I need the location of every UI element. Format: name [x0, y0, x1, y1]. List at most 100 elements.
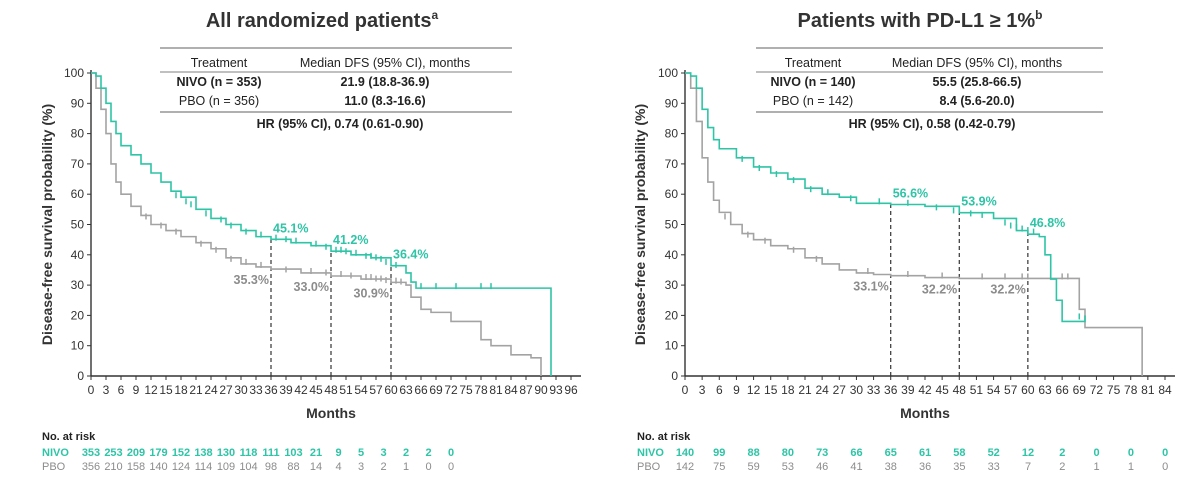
x-tick-label: 54 — [354, 383, 368, 397]
series-line-pbo — [91, 72, 542, 376]
y-tick-label: 80 — [71, 127, 85, 141]
y-tick-label: 60 — [665, 187, 679, 201]
median-dfs-table: Treatment Median DFS (95% CI), months NIVO… — [160, 47, 512, 131]
table-arm-label: NIVO (n = 140) — [770, 75, 855, 89]
nivo-landmark-label: 45.1% — [273, 221, 308, 235]
x-tick-label: 48 — [953, 383, 967, 397]
at-risk-pbo-count: 142 — [676, 461, 694, 473]
y-tick-label: 50 — [71, 218, 85, 232]
at-risk-pbo-count: 1 — [1094, 461, 1100, 473]
x-tick-label: 6 — [716, 383, 723, 397]
x-tick-label: 9 — [733, 383, 740, 397]
at-risk-pbo-count: 33 — [988, 461, 1000, 473]
table-median-value: 55.5 (25.8-66.5) — [933, 75, 1022, 89]
x-tick-label: 57 — [369, 383, 383, 397]
x-tick-label: 51 — [339, 383, 353, 397]
numbers-at-risk: No. at risk NIVO PBO 140 99 88 80 73 66 65 61 58 52 1… — [637, 431, 1168, 473]
nivo-landmark-label: 46.8% — [1030, 216, 1065, 230]
y-tick-label: 40 — [665, 248, 679, 262]
y-tick-label: 10 — [665, 339, 679, 353]
x-axis-title: Months — [900, 405, 950, 421]
table-header-treatment: Treatment — [191, 56, 248, 70]
y-axis-title: Disease-free survival probability (%) — [632, 104, 648, 345]
at-risk-pbo-count: 2 — [1059, 461, 1065, 473]
at-risk-pbo-count: 356 — [82, 461, 100, 473]
at-risk-pbo-count: 75 — [713, 461, 725, 473]
x-tick-label: 96 — [564, 383, 578, 397]
x-tick-label: 57 — [1004, 383, 1018, 397]
at-risk-pbo-count: 98 — [265, 461, 277, 473]
x-tick-label: 72 — [1090, 383, 1104, 397]
x-tick-label: 18 — [781, 383, 795, 397]
table-arm-label: PBO (n = 142) — [773, 94, 853, 108]
chart-title-text: All randomized patients — [206, 10, 432, 32]
table-median-value: 21.9 (18.8-36.9) — [341, 75, 430, 89]
hazard-ratio: HR (95% CI), 0.74 (0.61-0.90) — [257, 117, 424, 131]
hazard-ratio: HR (95% CI), 0.58 (0.42-0.79) — [849, 117, 1016, 131]
at-risk-pbo-count: 0 — [425, 461, 431, 473]
at-risk-pbo-count: 1 — [1128, 461, 1134, 473]
x-tick-label: 81 — [1141, 383, 1155, 397]
at-risk-nivo-count: 52 — [988, 447, 1000, 459]
at-risk-nivo-count: 66 — [850, 447, 862, 459]
at-risk-nivo-count: 65 — [885, 447, 897, 459]
x-tick-label: 42 — [294, 383, 308, 397]
at-risk-nivo-count: 2 — [425, 447, 431, 459]
y-axis-title: Disease-free survival probability (%) — [39, 104, 55, 345]
at-risk-pbo-count: 114 — [195, 461, 213, 473]
x-tick-label: 18 — [174, 383, 188, 397]
pbo-landmark-label: 32.2% — [990, 282, 1025, 296]
at-risk-pbo-count: 14 — [310, 461, 322, 473]
x-tick-label: 51 — [970, 383, 984, 397]
pbo-landmark-label: 30.9% — [354, 286, 389, 300]
pbo-landmark-label: 33.1% — [853, 280, 888, 294]
y-tick-label: 90 — [665, 96, 679, 110]
at-risk-nivo-count: 2 — [1059, 447, 1065, 459]
at-risk-nivo-count: 140 — [676, 447, 694, 459]
at-risk-pbo-count: 7 — [1025, 461, 1031, 473]
y-tick-label: 10 — [71, 339, 85, 353]
x-tick-label: 0 — [682, 383, 689, 397]
at-risk-pbo-count: 158 — [127, 461, 145, 473]
x-tick-label: 78 — [474, 383, 488, 397]
x-tick-label: 84 — [1158, 383, 1172, 397]
x-tick-label: 24 — [815, 383, 829, 397]
km-panel-2: Patients with PD-L1 ≥ 1%b 0 3 6 9 1 2 15 18 2 1 24 2… — [632, 8, 1175, 473]
at-risk-pbo-count: 88 — [287, 461, 299, 473]
x-tick-label: 33 — [249, 383, 263, 397]
y-tick-label: 50 — [665, 218, 679, 232]
table-median-value: 8.4 (5.6-20.0) — [939, 94, 1014, 108]
y-tick-label: 40 — [71, 248, 85, 262]
at-risk-nivo-count: 0 — [1094, 447, 1100, 459]
table-median-value: 11.0 (8.3-16.6) — [344, 94, 425, 108]
pbo-landmark-label: 32.2% — [922, 282, 957, 296]
x-tick-label: 87 — [519, 383, 533, 397]
chart-title: Patients with PD-L1 ≥ 1%b — [797, 8, 1042, 32]
x-tick-label: 75 — [1107, 383, 1121, 397]
x-tick-label: 66 — [414, 383, 428, 397]
at-risk-pbo-count: 0 — [1162, 461, 1168, 473]
at-risk-pbo-count: 36 — [919, 461, 931, 473]
chart-title-superscript: a — [431, 8, 438, 22]
at-risk-nivo-count: 0 — [1162, 447, 1168, 459]
x-tick-label: 69 — [1073, 383, 1087, 397]
at-risk-nivo-count: 80 — [782, 447, 794, 459]
x-tick-label: 54 — [987, 383, 1001, 397]
x-tick-label: 15 — [764, 383, 778, 397]
x-tick-label: 60 — [1021, 383, 1035, 397]
y-tick-label: 30 — [665, 278, 679, 292]
x-tick-label: 36 — [884, 383, 898, 397]
y-tick-label: 20 — [665, 308, 679, 322]
x-tick-label: 3 — [103, 383, 110, 397]
y-tick-label: 0 — [77, 369, 84, 383]
x-tick-label: 9 — [133, 383, 140, 397]
at-risk-pbo-count: 0 — [448, 461, 454, 473]
x-tick-label: 75 — [459, 383, 473, 397]
at-risk-pbo-count: 3 — [358, 461, 364, 473]
y-tick-label: 80 — [665, 127, 679, 141]
at-risk-pbo-count: 140 — [149, 461, 167, 473]
at-risk-nivo-count: 0 — [448, 447, 454, 459]
